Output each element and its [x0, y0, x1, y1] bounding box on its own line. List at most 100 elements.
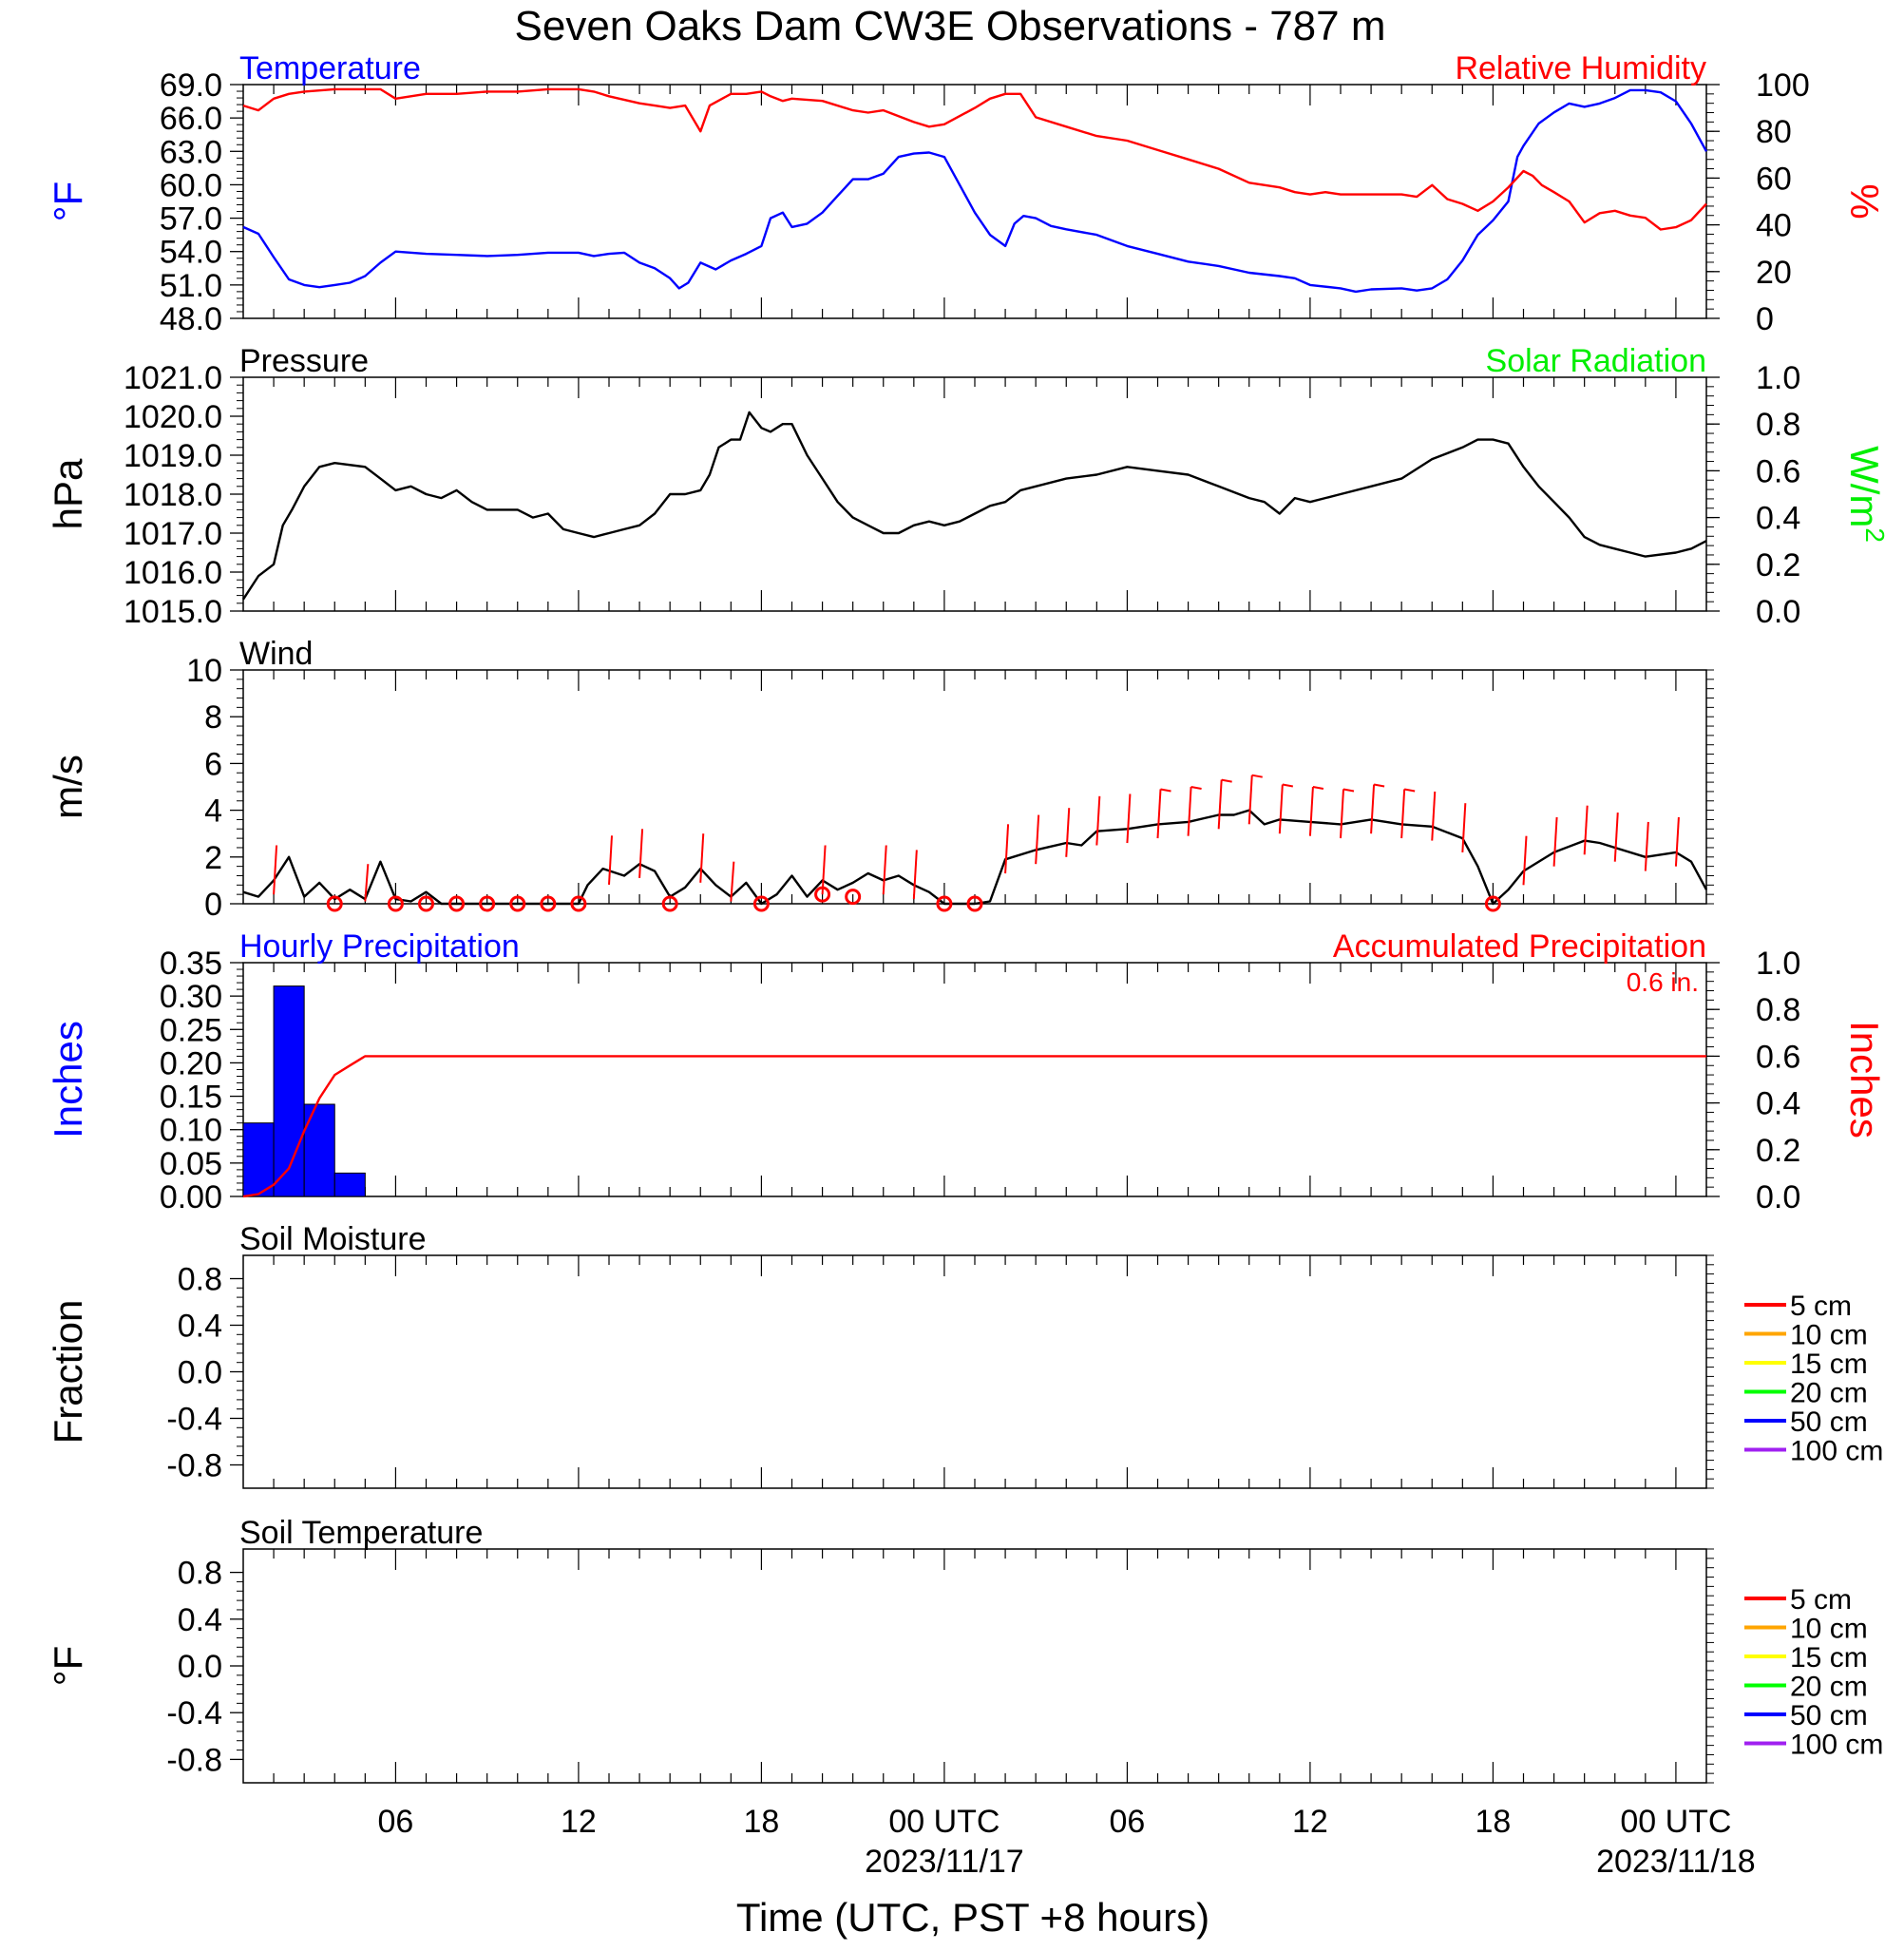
y-axis-label-right: %: [1842, 183, 1887, 219]
y-right-tick-label: 60: [1756, 161, 1792, 197]
x-tick-label: 18: [744, 1804, 780, 1840]
y-tick-label: 63.0: [160, 134, 222, 170]
legend-label: 100 cm: [1790, 1436, 1883, 1467]
series-accumulated-precipitation: [242, 1055, 1706, 1198]
panel-left-title: Pressure: [239, 343, 369, 379]
y-axis-label-left: Inches: [46, 1021, 90, 1138]
y-tick-label: 48.0: [160, 301, 222, 337]
wind-barb: [1370, 784, 1376, 834]
wind-barb: [1156, 789, 1162, 839]
legend-label: 15 cm: [1790, 1348, 1868, 1380]
y-tick-label: 60.0: [160, 167, 222, 203]
y-right-tick-label: 0.4: [1756, 501, 1800, 537]
wind-barb: [1065, 808, 1071, 857]
wind-barb-flag: [1282, 783, 1294, 788]
panel-left-title: Temperature: [239, 50, 421, 86]
y-tick-label: 57.0: [160, 201, 222, 238]
wind-barb: [882, 845, 887, 895]
wind-barb: [1674, 816, 1680, 867]
panels: 69.066.063.060.057.054.051.048.010080604…: [46, 50, 1890, 1784]
calm-wind-circle: [418, 895, 434, 912]
wind-barb: [608, 835, 613, 886]
calm-wind-circle: [387, 895, 404, 912]
calm-wind-circle: [845, 889, 862, 906]
y-tick-label: 0.4: [178, 1602, 222, 1638]
wind-barb: [273, 845, 278, 895]
wind-barb: [638, 829, 644, 878]
wind-barb: [1340, 789, 1344, 839]
y-right-tick-label: 0.8: [1756, 992, 1800, 1028]
y-tick-label: 1017.0: [124, 516, 222, 552]
y-tick-label: 1016.0: [124, 555, 222, 591]
time-axis: 06 12 18 00 UTC 06 12 18 00 UTC 2023/11/17 2023/1…: [378, 1804, 1756, 1880]
y-right-tick-label: 0.6: [1756, 1039, 1800, 1075]
y-tick-label: 51.0: [160, 268, 222, 304]
y-right-tick-label: 1.0: [1756, 946, 1800, 982]
y-axis-label-left: m/s: [46, 755, 90, 819]
wind-barb: [1095, 795, 1101, 846]
y-tick-label: 0.35: [160, 946, 222, 982]
panel-precipitation: 0.350.300.250.200.150.100.050.00 1.0 0.8 0.…: [46, 928, 1887, 1215]
y-axis-label-left: hPa: [46, 458, 90, 529]
y-tick-label: 0.10: [160, 1113, 222, 1149]
precip-total-label: 0.6 in.: [1627, 967, 1699, 997]
y-axis-label-right-text: %: [1842, 183, 1887, 219]
wind-barb: [1035, 814, 1040, 865]
calm-wind-circle: [966, 895, 983, 912]
panel-soil_moisture: 0.8 0.4 0.0 -0.4 -0.8 Soil Moisture Fraction 5 …: [46, 1221, 1883, 1489]
y-right-tick-label: 0.2: [1756, 547, 1800, 583]
y-right-tick-label: 20: [1756, 255, 1792, 291]
y-tick-label: 8: [204, 699, 222, 736]
plot-frame: [242, 84, 1707, 319]
wind-barb: [1217, 779, 1223, 830]
y-axis-label-left: °F: [46, 182, 90, 221]
y-tick-label: 0.00: [160, 1179, 222, 1215]
y-tick-label: -0.4: [166, 1402, 222, 1438]
y-tick-label: 10: [186, 653, 222, 689]
plot-frame: [242, 669, 1707, 905]
hourly-precip-bar: [273, 985, 305, 1197]
panel-pressure: 1021.01020.01019.01018.01017.01016.01015…: [46, 343, 1890, 630]
legend-label: 5 cm: [1790, 1584, 1852, 1616]
hourly-precip-bar: [333, 1172, 366, 1197]
plot-frame: [242, 962, 1707, 1197]
x-tick-label: 06: [378, 1804, 414, 1840]
hourly-precip-bar: [242, 1122, 275, 1197]
y-axis-label-left: °F: [46, 1646, 90, 1686]
wind-barb: [730, 861, 735, 902]
calm-wind-circle: [540, 895, 557, 912]
y-tick-label: 0.0: [178, 1649, 222, 1685]
series-wind_speed: [242, 809, 1708, 906]
legend-label: 100 cm: [1790, 1730, 1883, 1761]
wind-barb: [1613, 813, 1619, 862]
y-right-tick-label: 40: [1756, 208, 1792, 244]
y-axis-label-right-text: Inches: [1842, 1021, 1887, 1138]
wind-barb: [1461, 803, 1467, 852]
y-tick-label: 66.0: [160, 101, 222, 137]
legend-label: 15 cm: [1790, 1642, 1868, 1674]
y-tick-label: -0.8: [166, 1742, 222, 1778]
wind-barb-flag: [1190, 786, 1202, 790]
panel-right-title: Solar Radiation: [1486, 343, 1706, 379]
wind-barb: [1004, 824, 1010, 874]
calm-wind-circle: [1484, 895, 1501, 912]
legend-label: 10 cm: [1790, 1614, 1868, 1645]
y-axis-label-right: W/m2: [1842, 446, 1890, 543]
y-right-tick-label: 0: [1756, 301, 1774, 337]
legend-label: 50 cm: [1790, 1406, 1868, 1438]
wind-barb-flag: [1251, 774, 1263, 778]
y-right-tick-label: 0.6: [1756, 453, 1800, 489]
wind-barb: [1247, 775, 1253, 825]
x-date-label: 2023/11/18: [1596, 1844, 1756, 1880]
plot-frame: [242, 1254, 1707, 1489]
panel-left-title: Hourly Precipitation: [239, 928, 520, 965]
y-tick-label: 4: [204, 794, 222, 830]
wind-barb-flag: [1160, 788, 1171, 793]
series-pressure: [241, 411, 1707, 601]
panel-left-title: Soil Temperature: [239, 1515, 483, 1551]
x-date-label: 2023/11/17: [865, 1844, 1024, 1880]
wind-barb: [1400, 789, 1406, 839]
wind-barb: [1644, 821, 1649, 871]
panel-wind: 10 8 6 4 2 0 Wind m/s: [46, 636, 1714, 923]
y-tick-label: 0.05: [160, 1146, 222, 1182]
